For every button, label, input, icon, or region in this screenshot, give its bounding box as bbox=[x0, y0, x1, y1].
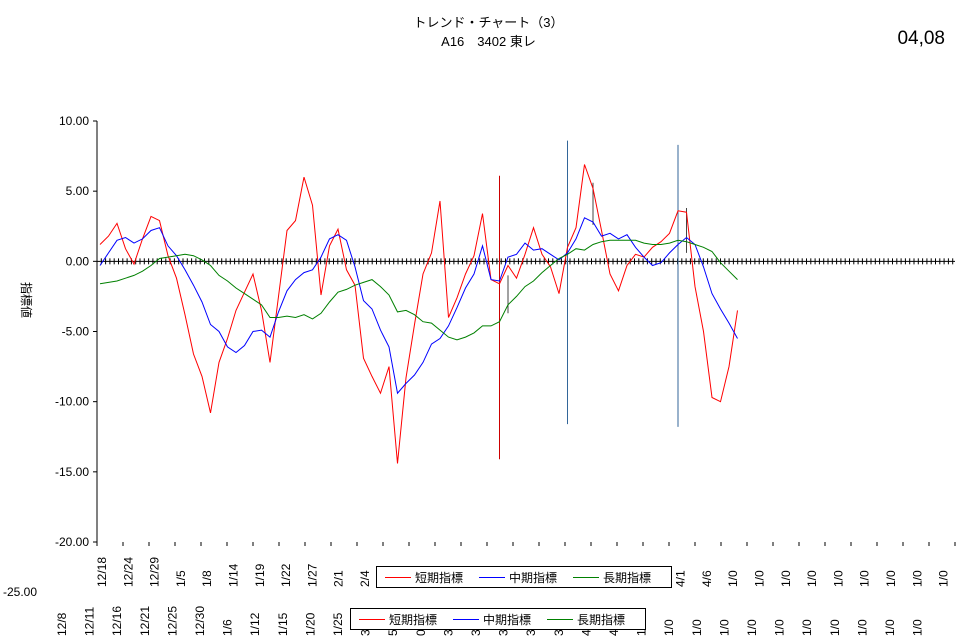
x-tick-label-lower: 1/15 bbox=[276, 612, 290, 636]
x-tick-label-lower: 0 bbox=[414, 629, 428, 636]
series-long-line bbox=[99, 239, 738, 341]
legend-label-mid: 中期指標 bbox=[509, 570, 558, 585]
x-tick-label-lower: 12/21 bbox=[138, 606, 152, 636]
x-tick-label: 1/14 bbox=[227, 563, 241, 587]
x-tick-label: 1/27 bbox=[305, 563, 319, 587]
x-tick-label: 1/0 bbox=[779, 570, 793, 587]
x-tick-label-lower: 1/20 bbox=[303, 612, 317, 636]
x-tick-label-lower: 12/16 bbox=[110, 606, 124, 636]
y-tick-label: -5.00 bbox=[62, 325, 90, 339]
x-tick-label: 1/0 bbox=[831, 570, 845, 587]
corner-code: 04,08 bbox=[897, 28, 945, 49]
x-tick-label-lower: 5 bbox=[386, 629, 400, 636]
x-tick-label: 1/0 bbox=[884, 570, 898, 587]
legend-swatch-mid bbox=[479, 576, 506, 578]
x-tick-label-lower: 1/12 bbox=[248, 612, 262, 636]
legend-upper: 短期指標 中期指標 長期指標 bbox=[376, 566, 672, 588]
x-tick-label-lower: 1/0 bbox=[717, 619, 731, 636]
legend-label-short: 短期指標 bbox=[415, 570, 464, 585]
y-tick-label: 0.00 bbox=[66, 254, 90, 268]
x-tick-label-lower: 1/0 bbox=[800, 619, 814, 636]
x-tick-label: 1/0 bbox=[858, 570, 872, 587]
x-tick-label: 1/8 bbox=[200, 570, 214, 587]
x-tick-label-lower: 3 bbox=[441, 629, 455, 636]
y-tick-label: 5.00 bbox=[66, 184, 90, 198]
x-tick-label-lower: 3 bbox=[359, 629, 373, 636]
x-tick-label: 4/6 bbox=[700, 570, 714, 587]
x-tick-label: 1/0 bbox=[805, 570, 819, 587]
x-tick-label-lower: 1/0 bbox=[745, 619, 759, 636]
lower-axis-fragment: -25.00 bbox=[3, 585, 37, 599]
x-tick-label: 2/1 bbox=[332, 570, 346, 587]
legend-item-long: 長期指標 bbox=[573, 569, 651, 586]
legend-label-mid-lower: 中期指標 bbox=[483, 612, 532, 627]
x-tick-label: 12/24 bbox=[121, 557, 135, 587]
x-tick-label: 1/19 bbox=[253, 563, 267, 587]
legend-swatch-short-lower bbox=[359, 618, 385, 620]
series-short-line bbox=[99, 164, 738, 464]
x-tick-label-lower: 1/0 bbox=[855, 619, 869, 636]
x-tick-label: 1/0 bbox=[937, 570, 951, 587]
legend-item-short-lower: 短期指標 bbox=[359, 611, 437, 628]
y-tick-label: -15.00 bbox=[55, 465, 89, 479]
x-tick-label: 1/0 bbox=[726, 570, 740, 587]
legend-swatch-mid-lower bbox=[453, 618, 480, 620]
legend-label-short-lower: 短期指標 bbox=[389, 612, 438, 627]
x-tick-label: 2/4 bbox=[358, 570, 372, 587]
x-tick-label: 1/0 bbox=[910, 570, 924, 587]
chart-subtitle: A16 3402 東レ bbox=[441, 34, 536, 49]
legend-swatch-long bbox=[573, 576, 600, 578]
y-tick-label: -10.00 bbox=[55, 395, 89, 409]
legend-item-mid: 中期指標 bbox=[479, 569, 557, 586]
legend-swatch-long-lower bbox=[547, 618, 574, 620]
x-tick-label-lower: 12/30 bbox=[193, 606, 207, 636]
legend-swatch-short bbox=[385, 576, 411, 578]
x-tick-label-lower: 12/8 bbox=[55, 612, 69, 636]
x-tick-label: 1/22 bbox=[279, 563, 293, 587]
x-tick-label-lower: 1/0 bbox=[773, 619, 787, 636]
x-tick-label-lower: 1/0 bbox=[911, 619, 925, 636]
legend-lower: 短期指標 中期指標 長期指標 bbox=[350, 608, 646, 630]
x-tick-label-lower: 1/0 bbox=[828, 619, 842, 636]
y-axis-label: 指標値 bbox=[19, 282, 34, 318]
x-tick-label-lower: 1/6 bbox=[221, 619, 235, 636]
x-tick-label: 12/18 bbox=[95, 557, 109, 587]
x-tick-label: 12/29 bbox=[148, 557, 162, 587]
y-tick-label: 10.00 bbox=[59, 114, 89, 128]
legend-item-mid-lower: 中期指標 bbox=[453, 611, 531, 628]
x-tick-label: 1/0 bbox=[753, 570, 767, 587]
chart-title: トレンド・チャート（3） bbox=[413, 15, 564, 30]
series-mid-line bbox=[99, 217, 738, 395]
legend-label-long-lower: 長期指標 bbox=[577, 612, 626, 627]
legend-label-long: 長期指標 bbox=[603, 570, 652, 585]
y-tick-label: -20.00 bbox=[55, 535, 89, 549]
x-tick-label-lower: 1/0 bbox=[662, 619, 676, 636]
x-tick-label-lower: 12/25 bbox=[165, 606, 179, 636]
legend-item-long-lower: 長期指標 bbox=[547, 611, 625, 628]
x-tick-label-lower: 12/11 bbox=[83, 607, 97, 636]
x-tick-label: 1/5 bbox=[174, 570, 188, 587]
x-tick-label-lower: 1/25 bbox=[331, 612, 345, 636]
x-tick-label: 4/1 bbox=[674, 570, 688, 587]
legend-item-short: 短期指標 bbox=[385, 569, 463, 586]
x-tick-label-lower: 1/0 bbox=[690, 619, 704, 636]
x-tick-label-lower: 1/0 bbox=[883, 619, 897, 636]
